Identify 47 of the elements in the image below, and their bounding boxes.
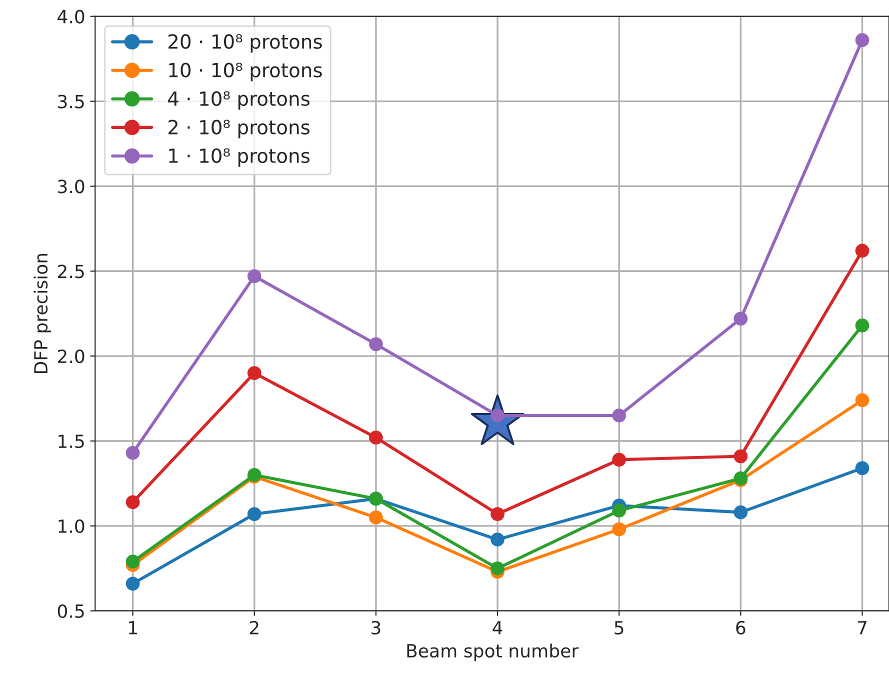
x-tick-label: 4	[492, 621, 502, 634]
point	[369, 337, 383, 352]
point	[490, 507, 504, 521]
point	[126, 446, 140, 460]
y-tick-label: 3.0	[58, 180, 84, 194]
x-tick-label: 1	[129, 621, 137, 634]
point	[612, 408, 626, 422]
x-tick-label: 5	[614, 621, 624, 635]
point	[490, 561, 504, 576]
y-tick-label: 4.0	[58, 10, 84, 24]
y-tick-label: 3.5	[58, 94, 84, 108]
point	[126, 554, 140, 569]
point	[855, 461, 870, 476]
legend-label: 20 · 10⁸ protons	[168, 34, 322, 53]
point	[247, 269, 262, 284]
point	[247, 507, 262, 521]
legend-label: 1 · 10⁸ protons	[169, 148, 310, 167]
y-tick-label: 1.5	[58, 434, 84, 448]
point	[734, 505, 748, 520]
y-tick-label: 1.0	[58, 519, 84, 534]
point	[734, 449, 748, 464]
point	[855, 393, 870, 408]
point	[247, 366, 262, 380]
legend-label: 4 · 10⁸ protons	[168, 91, 310, 110]
point	[734, 312, 748, 326]
point	[490, 532, 504, 546]
y-tick-label: 2.5	[58, 264, 84, 278]
x-tick-label: 7	[858, 621, 866, 634]
y-tick-label: 2.0	[58, 350, 84, 364]
legend-label: 2 · 10⁸ protons	[168, 120, 310, 138]
point	[612, 504, 626, 518]
point	[855, 318, 870, 332]
y-tick-label: 0.5	[58, 604, 84, 618]
x-tick-label: 3	[372, 620, 380, 635]
point	[855, 244, 870, 258]
legend-label: 10 · 10⁸ protons	[169, 62, 322, 82]
y-axis-title: DFP precision	[34, 254, 52, 374]
x-axis-title: Beam spot number	[407, 644, 579, 662]
point	[369, 510, 383, 524]
point	[855, 33, 870, 48]
point	[612, 522, 626, 536]
point	[369, 430, 383, 445]
x-tick-label: 2	[250, 620, 258, 634]
x-tick-label: 6	[736, 620, 746, 635]
point	[126, 576, 140, 591]
point	[612, 452, 626, 467]
point	[126, 495, 140, 510]
